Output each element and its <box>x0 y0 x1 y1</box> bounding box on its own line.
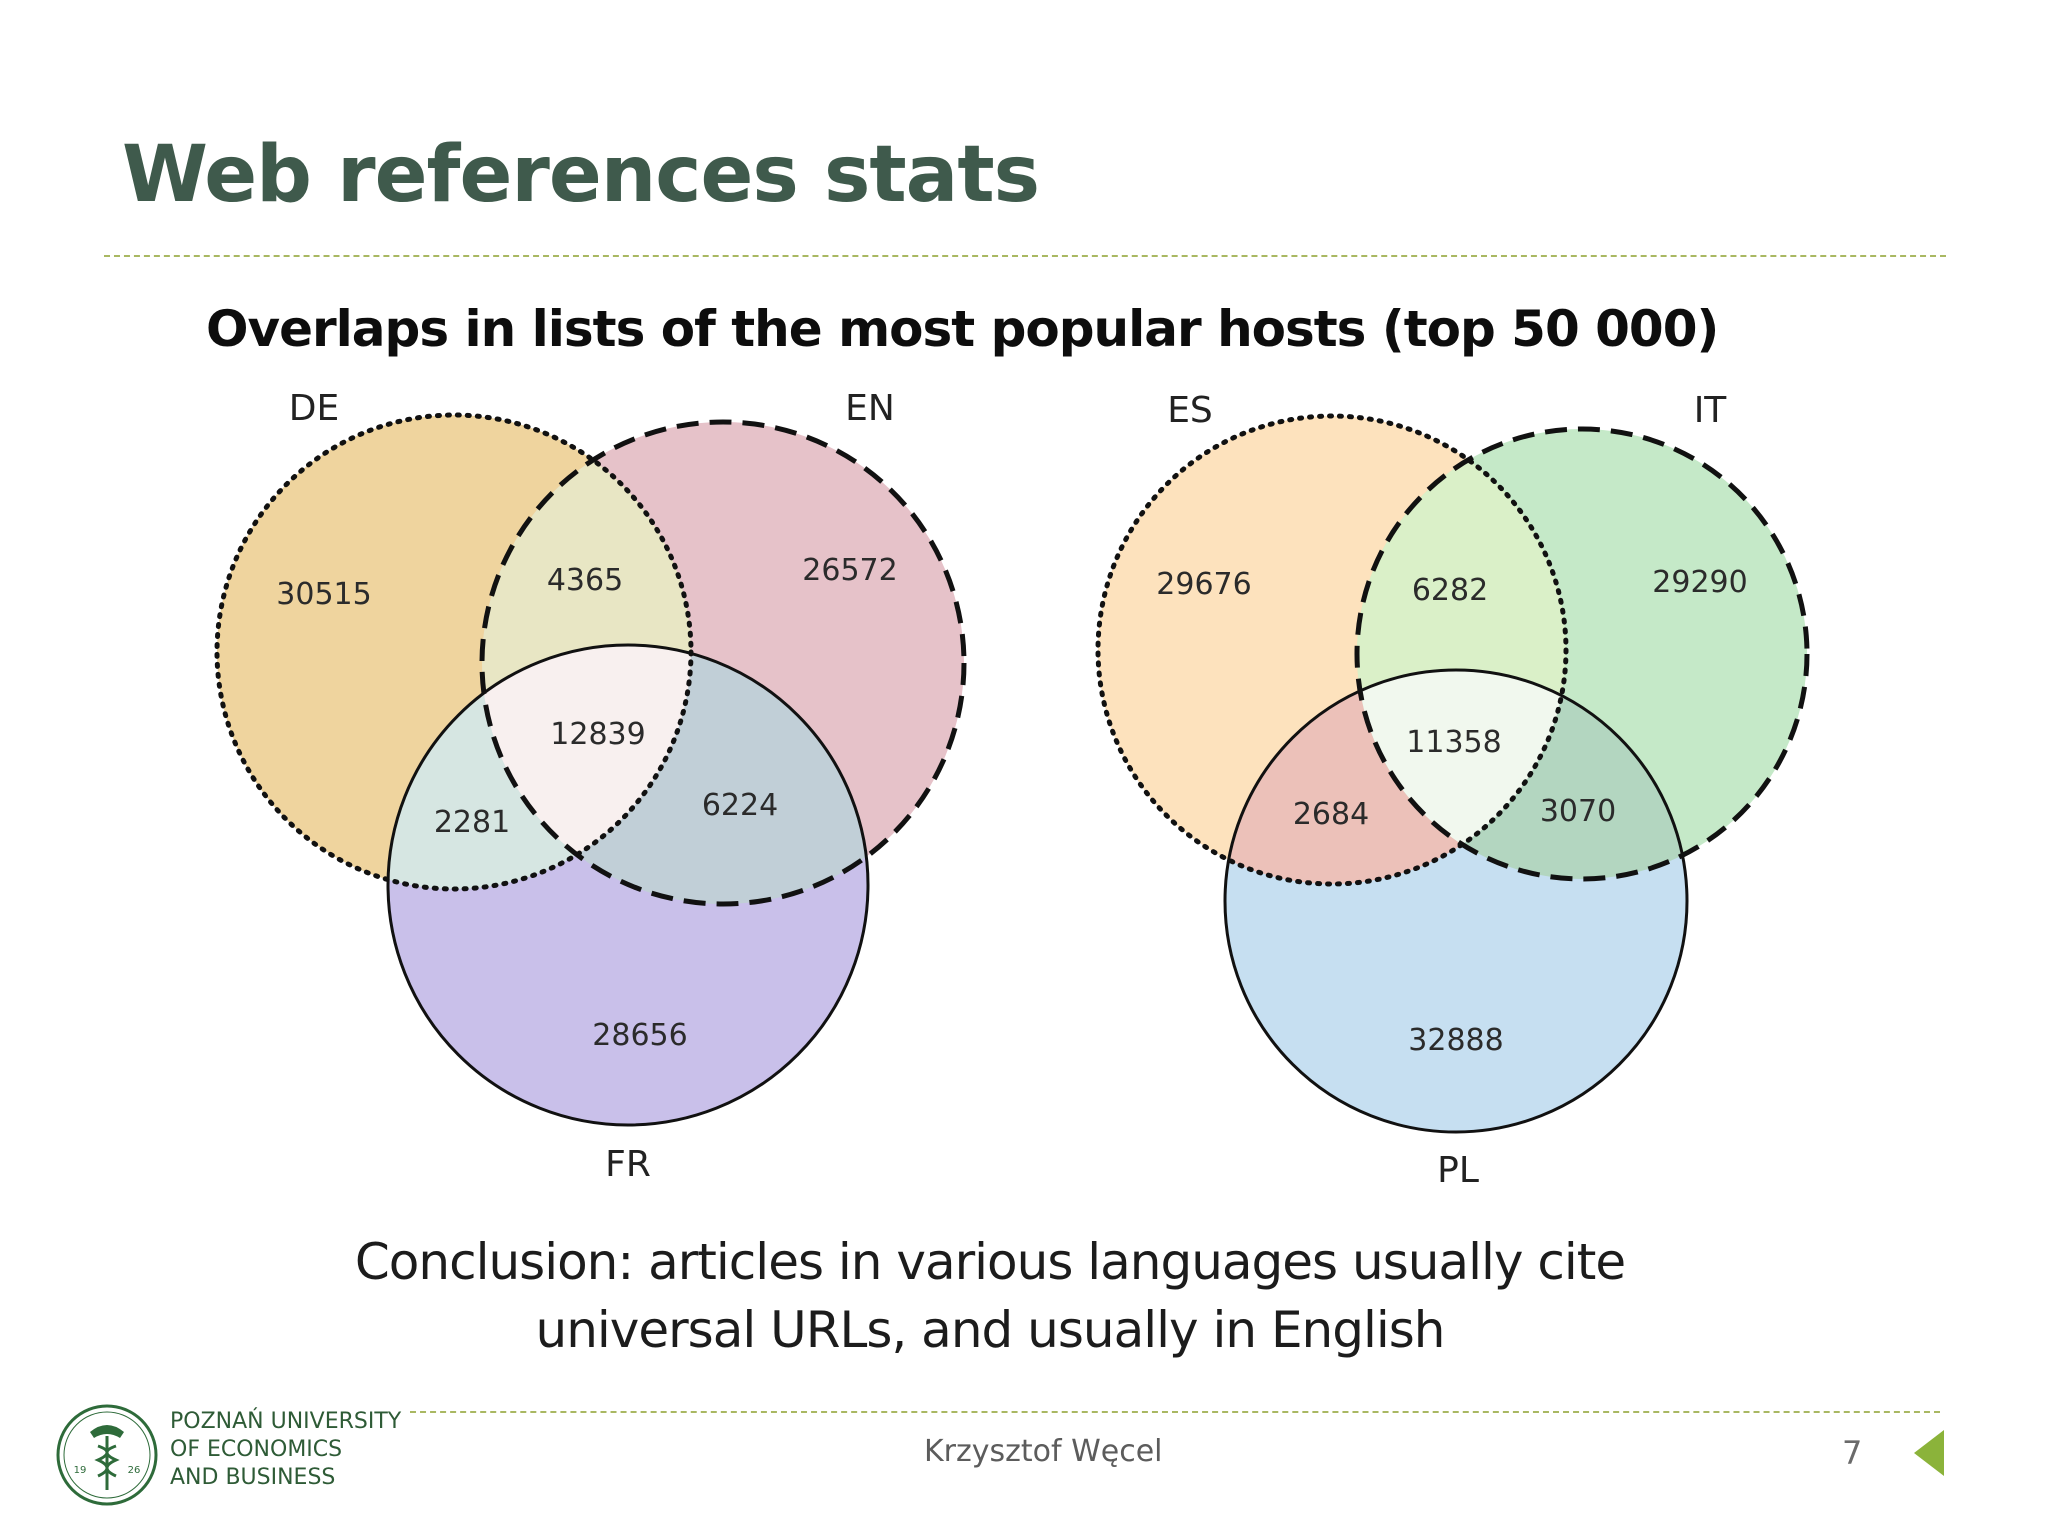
count-it-pl: 3070 <box>1540 794 1616 829</box>
university-name-line-2: OF ECONOMICS <box>170 1437 343 1462</box>
university-name: POZNAŃ UNIVERSITY OF ECONOMICS AND BUSIN… <box>170 1408 401 1492</box>
university-name-line-1: POZNAŃ UNIVERSITY <box>170 1409 402 1434</box>
set-label-en: EN <box>845 388 895 429</box>
it-outline <box>1354 426 1810 882</box>
count-de-en-fr: 12839 <box>550 717 645 752</box>
conclusion-text: Conclusion: articles in various language… <box>330 1228 1650 1364</box>
count-de-en: 4365 <box>547 563 623 598</box>
title-divider <box>104 255 1946 257</box>
count-es-only: 29676 <box>1156 567 1251 602</box>
previous-slide-arrow-icon[interactable] <box>1914 1430 1944 1476</box>
page-number: 7 <box>1842 1434 1863 1472</box>
it-pl-region <box>1357 670 1687 879</box>
conclusion-line-1: Conclusion: articles in various language… <box>354 1233 1626 1291</box>
count-es-it-pl: 11358 <box>1406 725 1501 760</box>
slide-subtitle: Overlaps in lists of the most popular ho… <box>206 300 1719 358</box>
es-outline <box>1095 413 1569 887</box>
set-label-fr: FR <box>605 1144 651 1185</box>
count-fr-only: 28656 <box>592 1018 687 1053</box>
logo-year-left: 19 <box>74 1465 87 1476</box>
set-label-pl: PL <box>1437 1150 1479 1191</box>
venn-right-outlines <box>1095 413 1810 1134</box>
pl-outline <box>1223 668 1689 1134</box>
count-de-only: 30515 <box>276 577 371 612</box>
set-label-de: DE <box>289 388 339 429</box>
set-label-es: ES <box>1167 390 1213 431</box>
count-it-only: 29290 <box>1652 565 1747 600</box>
footer-divider <box>410 1411 1940 1413</box>
venn-left-fills <box>217 415 964 1125</box>
set-label-it: IT <box>1694 390 1728 431</box>
es-pl-region <box>1225 670 1566 884</box>
count-en-fr: 6224 <box>702 788 778 823</box>
fr-outline <box>386 643 870 1127</box>
conclusion-line-2: universal URLs, and usually in English <box>535 1301 1446 1359</box>
count-es-pl: 2684 <box>1293 797 1369 832</box>
count-pl-only: 32888 <box>1408 1023 1503 1058</box>
university-name-line-3: AND BUSINESS <box>170 1465 336 1490</box>
author-name: Krzysztof Węcel <box>924 1434 1163 1469</box>
logo-year-right: 26 <box>128 1465 141 1476</box>
venn-right-fills <box>1098 416 1807 1132</box>
count-es-it: 6282 <box>1412 573 1488 608</box>
university-logo-icon: 19 26 <box>56 1404 158 1506</box>
slide-title: Web references stats <box>122 130 1040 220</box>
en-outline <box>479 419 967 907</box>
count-en-only: 26572 <box>802 553 897 588</box>
count-de-fr: 2281 <box>434 805 510 840</box>
venn-left-outlines <box>214 412 967 1127</box>
